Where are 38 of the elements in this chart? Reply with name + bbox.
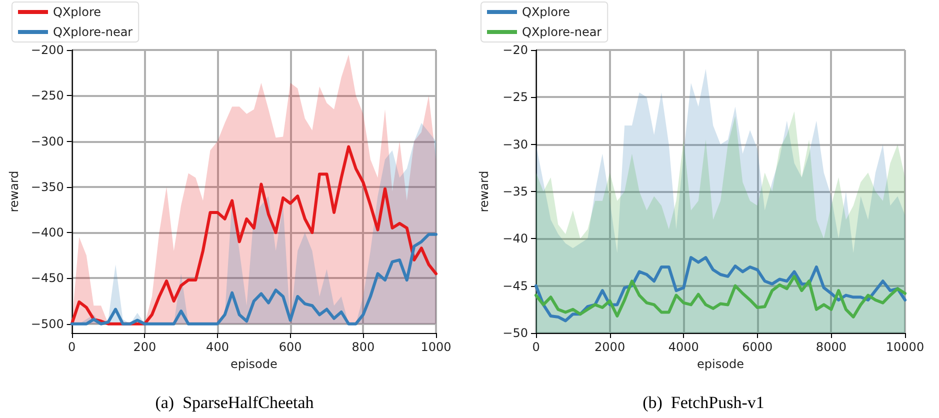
- x-tick-label: 0: [68, 340, 76, 354]
- y-tick-label: −30: [502, 137, 528, 152]
- y-tick-label: −500: [30, 316, 64, 331]
- y-tick-label: −350: [30, 180, 64, 194]
- legend-label: QXplore: [53, 5, 102, 19]
- x-axis-title: episode: [230, 356, 278, 371]
- x-tick-label: 4000: [668, 340, 699, 354]
- x-tick-label: 400: [206, 340, 229, 354]
- legend-label: QXplore-near: [522, 25, 602, 39]
- line-series: [534, 274, 906, 318]
- x-tick-label: 8000: [816, 340, 846, 354]
- y-tick-label: −35: [502, 184, 528, 198]
- y-tick-label: −20: [502, 43, 528, 57]
- x-tick-label: 2000: [594, 340, 626, 354]
- x-tick-label: 1000: [420, 340, 452, 354]
- y-axis-title: reward: [477, 170, 491, 212]
- y-tick-label: −400: [30, 226, 64, 240]
- y-tick-label: −250: [30, 88, 64, 103]
- y-tick-label: −40: [502, 232, 528, 246]
- text: (a) SparseHalfCheetah: [155, 393, 314, 412]
- x-tick-label: 200: [133, 340, 156, 354]
- y-tick-label: −50: [502, 326, 528, 340]
- y-tick-label: −25: [502, 90, 528, 104]
- text: (b) FetchPush-v1: [642, 393, 764, 412]
- y-tick-label: −45: [502, 278, 528, 293]
- y-tick-label: −300: [30, 134, 64, 148]
- legend-label: QXplore-near: [53, 25, 133, 39]
- y-tick-label: −450: [30, 271, 64, 286]
- x-axis-title: episode: [697, 356, 744, 371]
- x-tick-label: 600: [278, 340, 302, 354]
- y-axis-title: reward: [7, 170, 21, 212]
- y-tick-label: −200: [30, 43, 64, 57]
- legend-label: QXplore: [522, 5, 570, 19]
- line-series: [70, 232, 438, 326]
- x-tick-label: 10000: [886, 340, 924, 354]
- x-tick-label: 800: [352, 340, 375, 354]
- x-tick-label: 0: [532, 340, 540, 354]
- x-tick-label: 6000: [742, 340, 773, 354]
